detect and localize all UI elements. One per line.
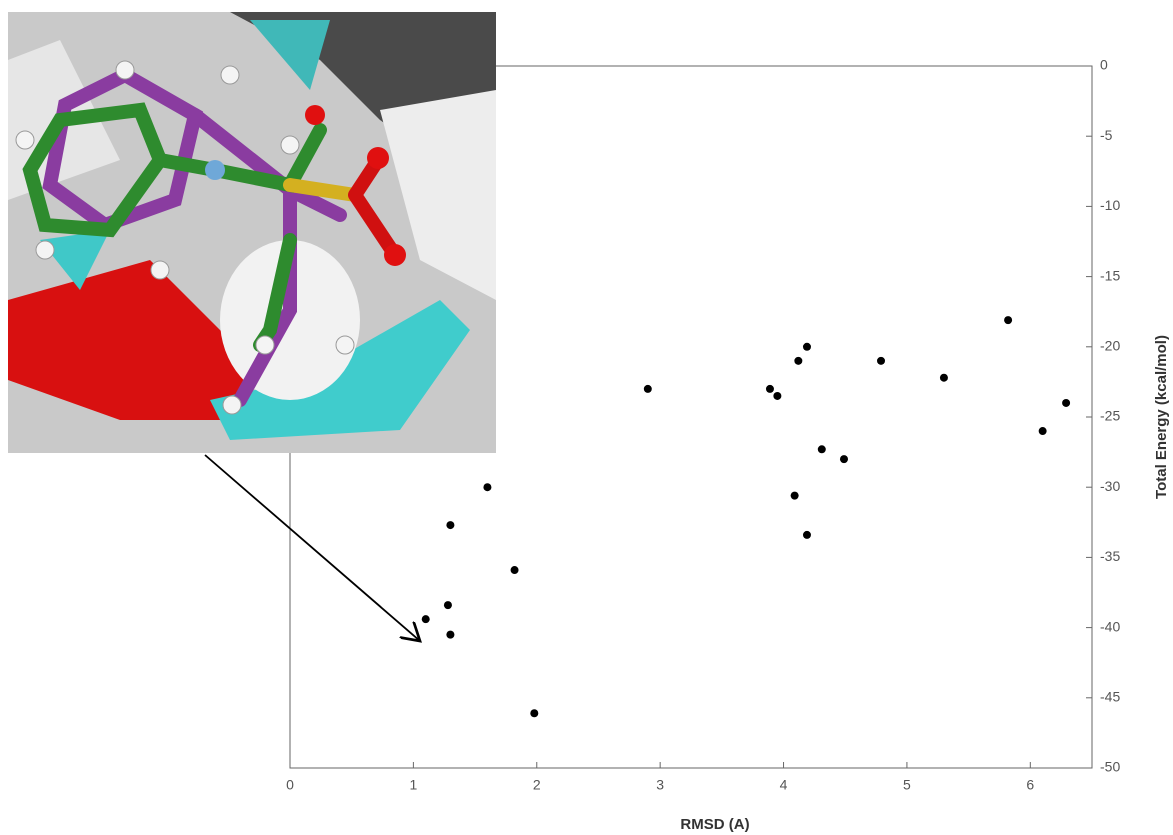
point <box>511 566 519 574</box>
y-axis-title: Total Energy (kcal/mol) <box>1153 335 1170 499</box>
y-tick-label: -15 <box>1100 267 1120 283</box>
point <box>766 385 774 393</box>
y-tick-label: -35 <box>1100 548 1120 564</box>
point <box>794 357 802 365</box>
y-tick-label: 0 <box>1100 57 1108 73</box>
x-tick-label: 5 <box>903 777 911 793</box>
pointer-arrow <box>205 455 420 641</box>
point <box>422 615 430 623</box>
page: RMSD (A) Total Energy (kcal/mol) 0 1 2 3 4 5 6… <box>0 0 1173 835</box>
x-tick-label: 4 <box>780 777 788 793</box>
point <box>446 631 454 639</box>
point <box>773 392 781 400</box>
inset-image <box>8 12 496 453</box>
point <box>1039 427 1047 435</box>
y-tick-label: -25 <box>1100 408 1120 424</box>
y-tick-label: -5 <box>1100 127 1113 143</box>
x-tick-label: 6 <box>1026 777 1034 793</box>
point <box>940 374 948 382</box>
x-tick-label: 3 <box>656 777 664 793</box>
y-tick-label: -30 <box>1100 478 1120 494</box>
point <box>818 445 826 453</box>
x-axis-title: RMSD (A) <box>680 816 749 833</box>
chart: RMSD (A) Total Energy (kcal/mol) 0 1 2 3 4 5 6… <box>0 0 1173 835</box>
point <box>446 521 454 529</box>
y-tick-label: -10 <box>1100 197 1120 213</box>
point <box>444 601 452 609</box>
point <box>1062 399 1070 407</box>
point <box>483 483 491 491</box>
x-tick-label: 1 <box>409 777 417 793</box>
point <box>877 357 885 365</box>
y-tick-label: -50 <box>1100 759 1120 775</box>
point <box>644 385 652 393</box>
point <box>803 531 811 539</box>
point <box>1004 316 1012 324</box>
point <box>791 492 799 500</box>
point <box>530 709 538 717</box>
y-tick-label: -20 <box>1100 338 1120 354</box>
x-tick-label: 0 <box>286 777 294 793</box>
x-tick-label: 2 <box>533 777 541 793</box>
point <box>803 343 811 351</box>
y-tick-label: -40 <box>1100 618 1120 634</box>
point <box>840 455 848 463</box>
y-tick-label: -45 <box>1100 689 1120 705</box>
